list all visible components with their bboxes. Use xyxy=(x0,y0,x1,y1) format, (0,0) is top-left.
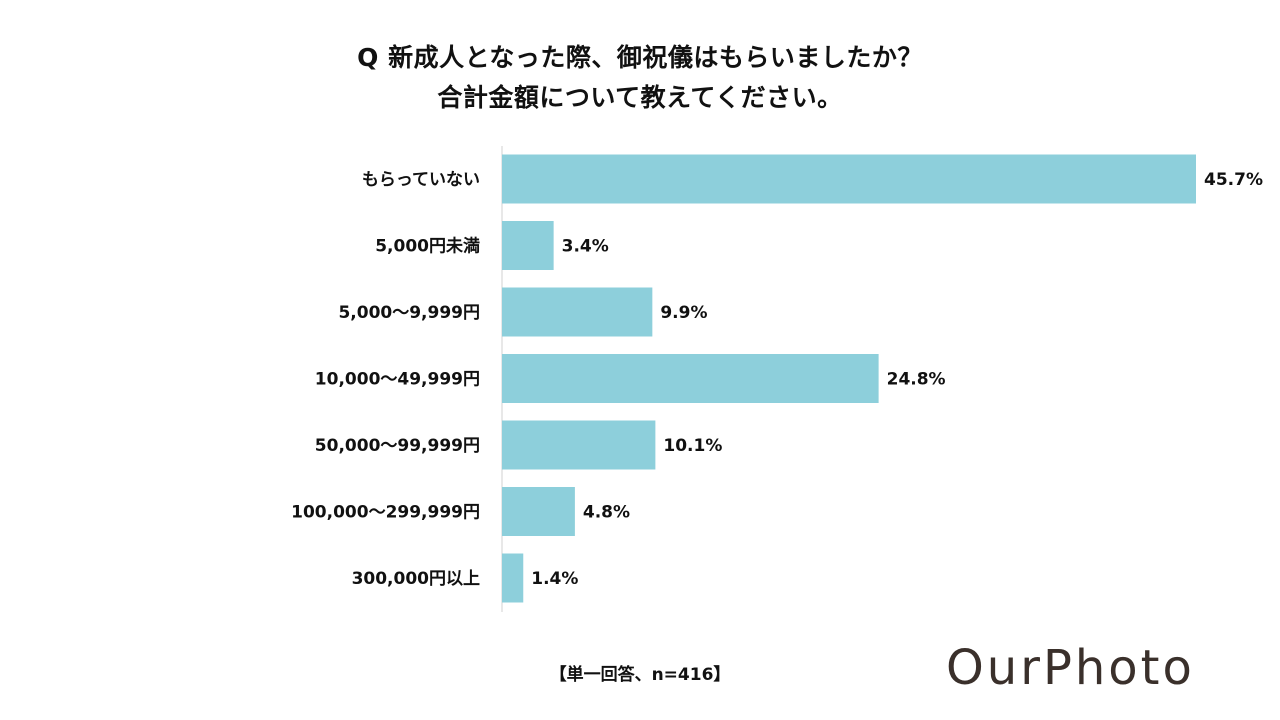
bar-4 xyxy=(502,354,879,403)
category-label-4: 10,000～49,999円 xyxy=(315,370,480,390)
value-label-4: 24.8% xyxy=(887,370,946,390)
value-label-1: 45.7% xyxy=(1204,170,1263,190)
value-label-5: 10.1% xyxy=(663,436,722,456)
category-label-3: 5,000～9,999円 xyxy=(338,303,480,323)
category-label-6: 100,000～299,999円 xyxy=(291,503,480,523)
value-label-2: 3.4% xyxy=(562,237,609,257)
category-label-2: 5,000円未満 xyxy=(375,236,480,257)
chart-title-line-1: Q 新成人となった際、御祝儀はもらいましたか？ xyxy=(357,43,923,72)
bar-6 xyxy=(502,487,575,536)
value-label-6: 4.8% xyxy=(583,503,630,523)
value-label-3: 9.9% xyxy=(660,303,707,323)
bar-2 xyxy=(502,221,554,270)
value-label-7: 1.4% xyxy=(531,569,578,589)
bar-3 xyxy=(502,287,653,337)
bar-7 xyxy=(502,553,524,603)
bar-5 xyxy=(502,420,656,470)
ourphoto-logo: OurPhoto xyxy=(946,640,1195,696)
category-label-1: もらっていない xyxy=(362,170,480,190)
chart-title-line-2: 合計金額について教えてください。 xyxy=(437,83,843,112)
category-label-7: 300,000円以上 xyxy=(352,569,480,589)
chart-title: Q 新成人となった際、御祝儀はもらいましたか？ 合計金額について教えてください。 xyxy=(0,38,1280,118)
category-label-5: 50,000～99,999円 xyxy=(315,436,480,456)
bar-1 xyxy=(502,154,1196,204)
sample-note: 【単一回答、n=416】 xyxy=(549,665,731,685)
